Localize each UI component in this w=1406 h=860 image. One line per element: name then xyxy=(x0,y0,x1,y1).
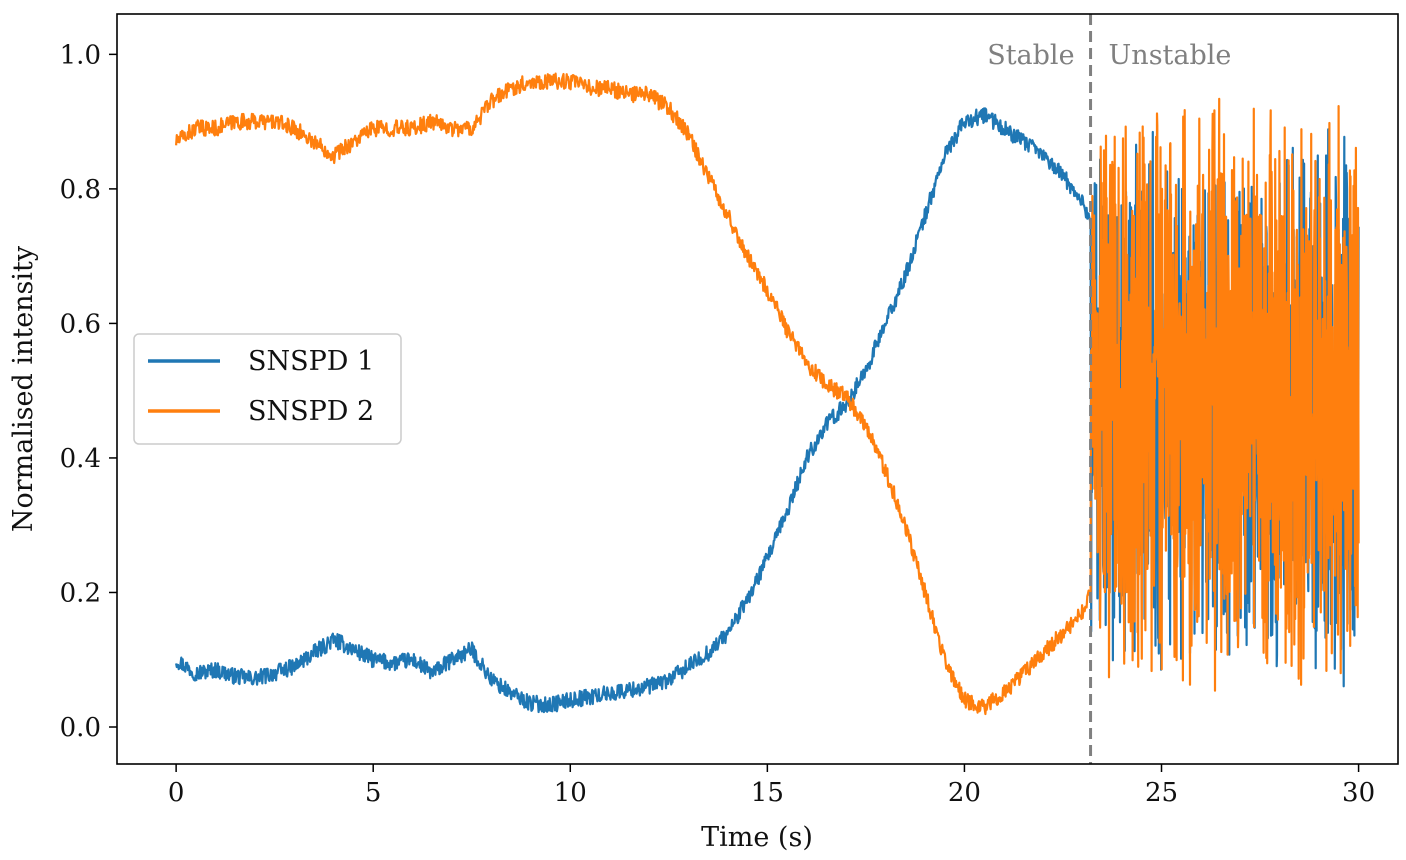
plot-frame xyxy=(116,13,1399,765)
legend: SNSPD 1 SNSPD 2 xyxy=(133,333,402,445)
x-tick-label: 20 xyxy=(948,778,981,808)
y-tick-label: 0.6 xyxy=(60,309,101,339)
unstable-annotation: Unstable xyxy=(1109,40,1232,71)
legend-label-snspd-2: SNSPD 2 xyxy=(248,396,374,427)
y-axis-label: Normalised intensity xyxy=(8,245,39,532)
y-tick-label: 1.0 xyxy=(60,40,101,70)
axis-ticks: 0 5 10 15 20 25 30 0.0 0.2 0.4 0.6 0.8 1.0 xyxy=(60,40,1375,808)
legend-label-snspd-1: SNSPD 1 xyxy=(248,346,374,377)
y-tick-label: 0.8 xyxy=(60,175,101,205)
x-axis-label: Time (s) xyxy=(701,822,813,853)
x-tick-label: 25 xyxy=(1145,778,1178,808)
x-tick-label: 30 xyxy=(1342,778,1375,808)
x-tick-label: 15 xyxy=(751,778,784,808)
y-tick-label: 0.2 xyxy=(60,578,101,608)
y-tick-label: 0.4 xyxy=(60,444,101,474)
series-line-snspd-2 xyxy=(175,72,1360,716)
x-tick-label: 5 xyxy=(365,778,382,808)
y-tick-label: 0.0 xyxy=(60,713,101,743)
stable-annotation: Stable xyxy=(987,40,1074,71)
x-tick-label: 10 xyxy=(554,778,587,808)
series-layer xyxy=(175,72,1360,716)
x-tick-label: 0 xyxy=(168,778,185,808)
